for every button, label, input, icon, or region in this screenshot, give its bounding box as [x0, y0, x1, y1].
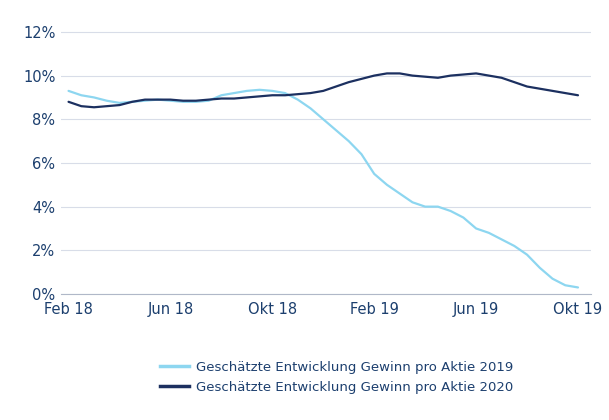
Legend: Geschätzte Entwicklung Gewinn pro Aktie 2019, Geschätzte Entwicklung Gewinn pro : Geschätzte Entwicklung Gewinn pro Aktie …: [160, 361, 513, 394]
